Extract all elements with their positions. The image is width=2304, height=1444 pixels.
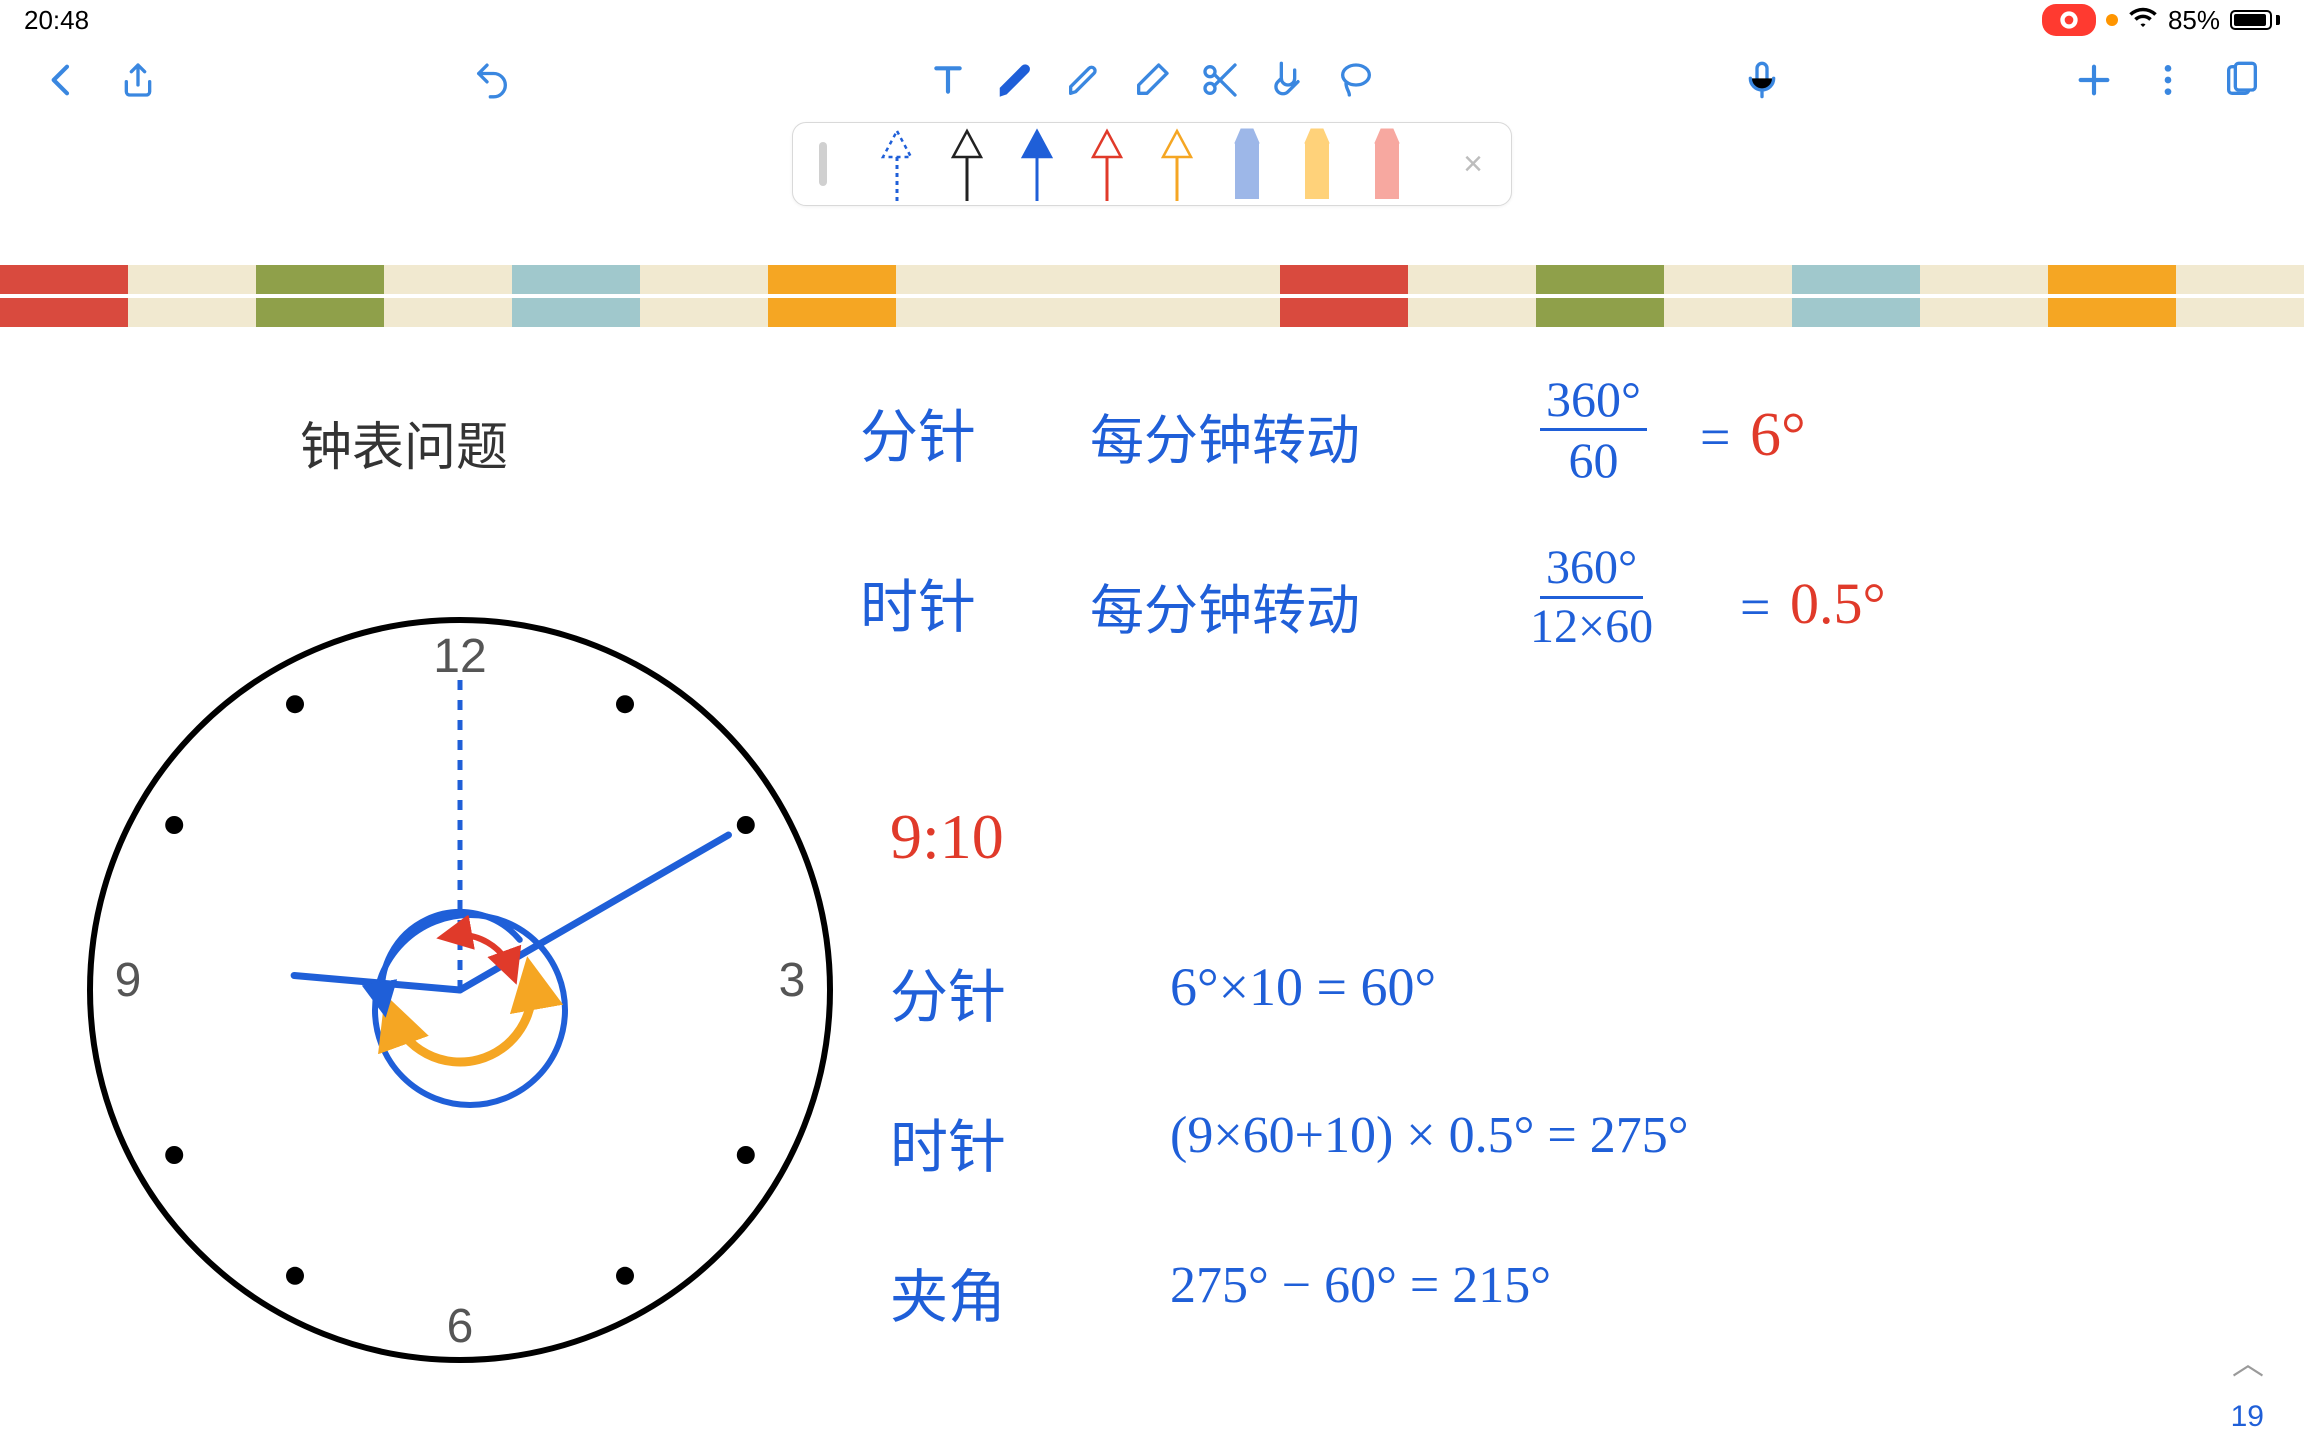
status-time: 20:48 xyxy=(24,5,89,36)
pen-option-3[interactable] xyxy=(1081,127,1133,205)
toolbar xyxy=(0,40,2304,120)
hand-text: 夹角 xyxy=(890,1250,1006,1334)
pen-option-0[interactable] xyxy=(871,127,923,205)
clock-diagram: 3 6 9 12 xyxy=(60,590,860,1395)
pen-option-7[interactable] xyxy=(1361,127,1413,205)
eraser-tool-button[interactable] xyxy=(1130,58,1174,102)
hand-text: (9×60+10) × 0.5° = 275° xyxy=(1170,1106,1689,1165)
more-button[interactable] xyxy=(2146,58,2190,102)
share-button[interactable] xyxy=(116,58,160,102)
page-number: 19 xyxy=(2231,1400,2264,1434)
scroll-up-button[interactable]: ︿ xyxy=(2232,1338,2264,1384)
hand-text: 275° − 60° = 215° xyxy=(1170,1256,1551,1315)
undo-button[interactable] xyxy=(470,57,514,101)
status-bar: 20:48 85% xyxy=(0,0,2304,40)
pen-option-4[interactable] xyxy=(1151,127,1203,205)
hand-text: 每分钟转动 xyxy=(1090,566,1360,645)
note-canvas[interactable]: 钟表问题 分针 每分钟转动 360°60 = 6° 时针 每分钟转动 360°1… xyxy=(0,330,2304,1444)
pen-tool-button[interactable] xyxy=(994,58,1038,102)
hand-result: 6° xyxy=(1750,400,1806,471)
add-button[interactable] xyxy=(2072,58,2116,102)
scissors-tool-button[interactable] xyxy=(1198,58,1242,102)
hand-example-time: 9:10 xyxy=(890,800,1004,874)
mic-button[interactable] xyxy=(1740,58,1784,102)
svg-text:9: 9 xyxy=(115,954,142,1007)
pen-palette[interactable]: × xyxy=(792,122,1512,206)
svg-text:3: 3 xyxy=(779,954,806,1007)
status-right: 85% xyxy=(2042,4,2280,36)
lasso-tool-button[interactable] xyxy=(1334,58,1378,102)
pointer-tool-button[interactable] xyxy=(1266,58,1310,102)
hand-text: 分针 xyxy=(860,390,976,474)
hand-text: 时针 xyxy=(860,560,976,644)
pen-option-6[interactable] xyxy=(1291,127,1343,205)
location-dot-icon xyxy=(2106,14,2118,26)
palette-close-button[interactable]: × xyxy=(1455,146,1491,182)
battery-icon xyxy=(2230,10,2280,30)
recording-pill[interactable] xyxy=(2042,4,2096,36)
back-button[interactable] xyxy=(40,58,84,102)
pen-option-2[interactable] xyxy=(1011,127,1063,205)
hand-text: 6°×10 = 60° xyxy=(1170,956,1436,1018)
pen-option-5[interactable] xyxy=(1221,127,1273,205)
hand-fraction: 360°12×60 xyxy=(1530,544,1653,651)
hand-text: 每分钟转动 xyxy=(1090,396,1360,475)
battery-percent: 85% xyxy=(2168,5,2220,36)
hand-fraction: 360°60 xyxy=(1540,374,1647,485)
hand-result: 0.5° xyxy=(1790,570,1886,637)
hand-text: 时针 xyxy=(890,1100,1006,1184)
hand-text: = xyxy=(1700,406,1730,468)
wifi-icon xyxy=(2128,5,2158,36)
hand-text: = xyxy=(1740,576,1770,638)
lesson-title: 钟表问题 xyxy=(300,405,508,480)
pages-button[interactable] xyxy=(2220,58,2264,102)
text-tool-button[interactable] xyxy=(926,58,970,102)
decorative-stripe xyxy=(0,265,2304,327)
svg-text:6: 6 xyxy=(447,1300,474,1353)
svg-text:12: 12 xyxy=(433,630,486,683)
palette-drag-handle[interactable] xyxy=(819,142,827,186)
hand-text: 分针 xyxy=(890,950,1006,1034)
pen-option-1[interactable] xyxy=(941,127,993,205)
highlighter-tool-button[interactable] xyxy=(1062,58,1106,102)
